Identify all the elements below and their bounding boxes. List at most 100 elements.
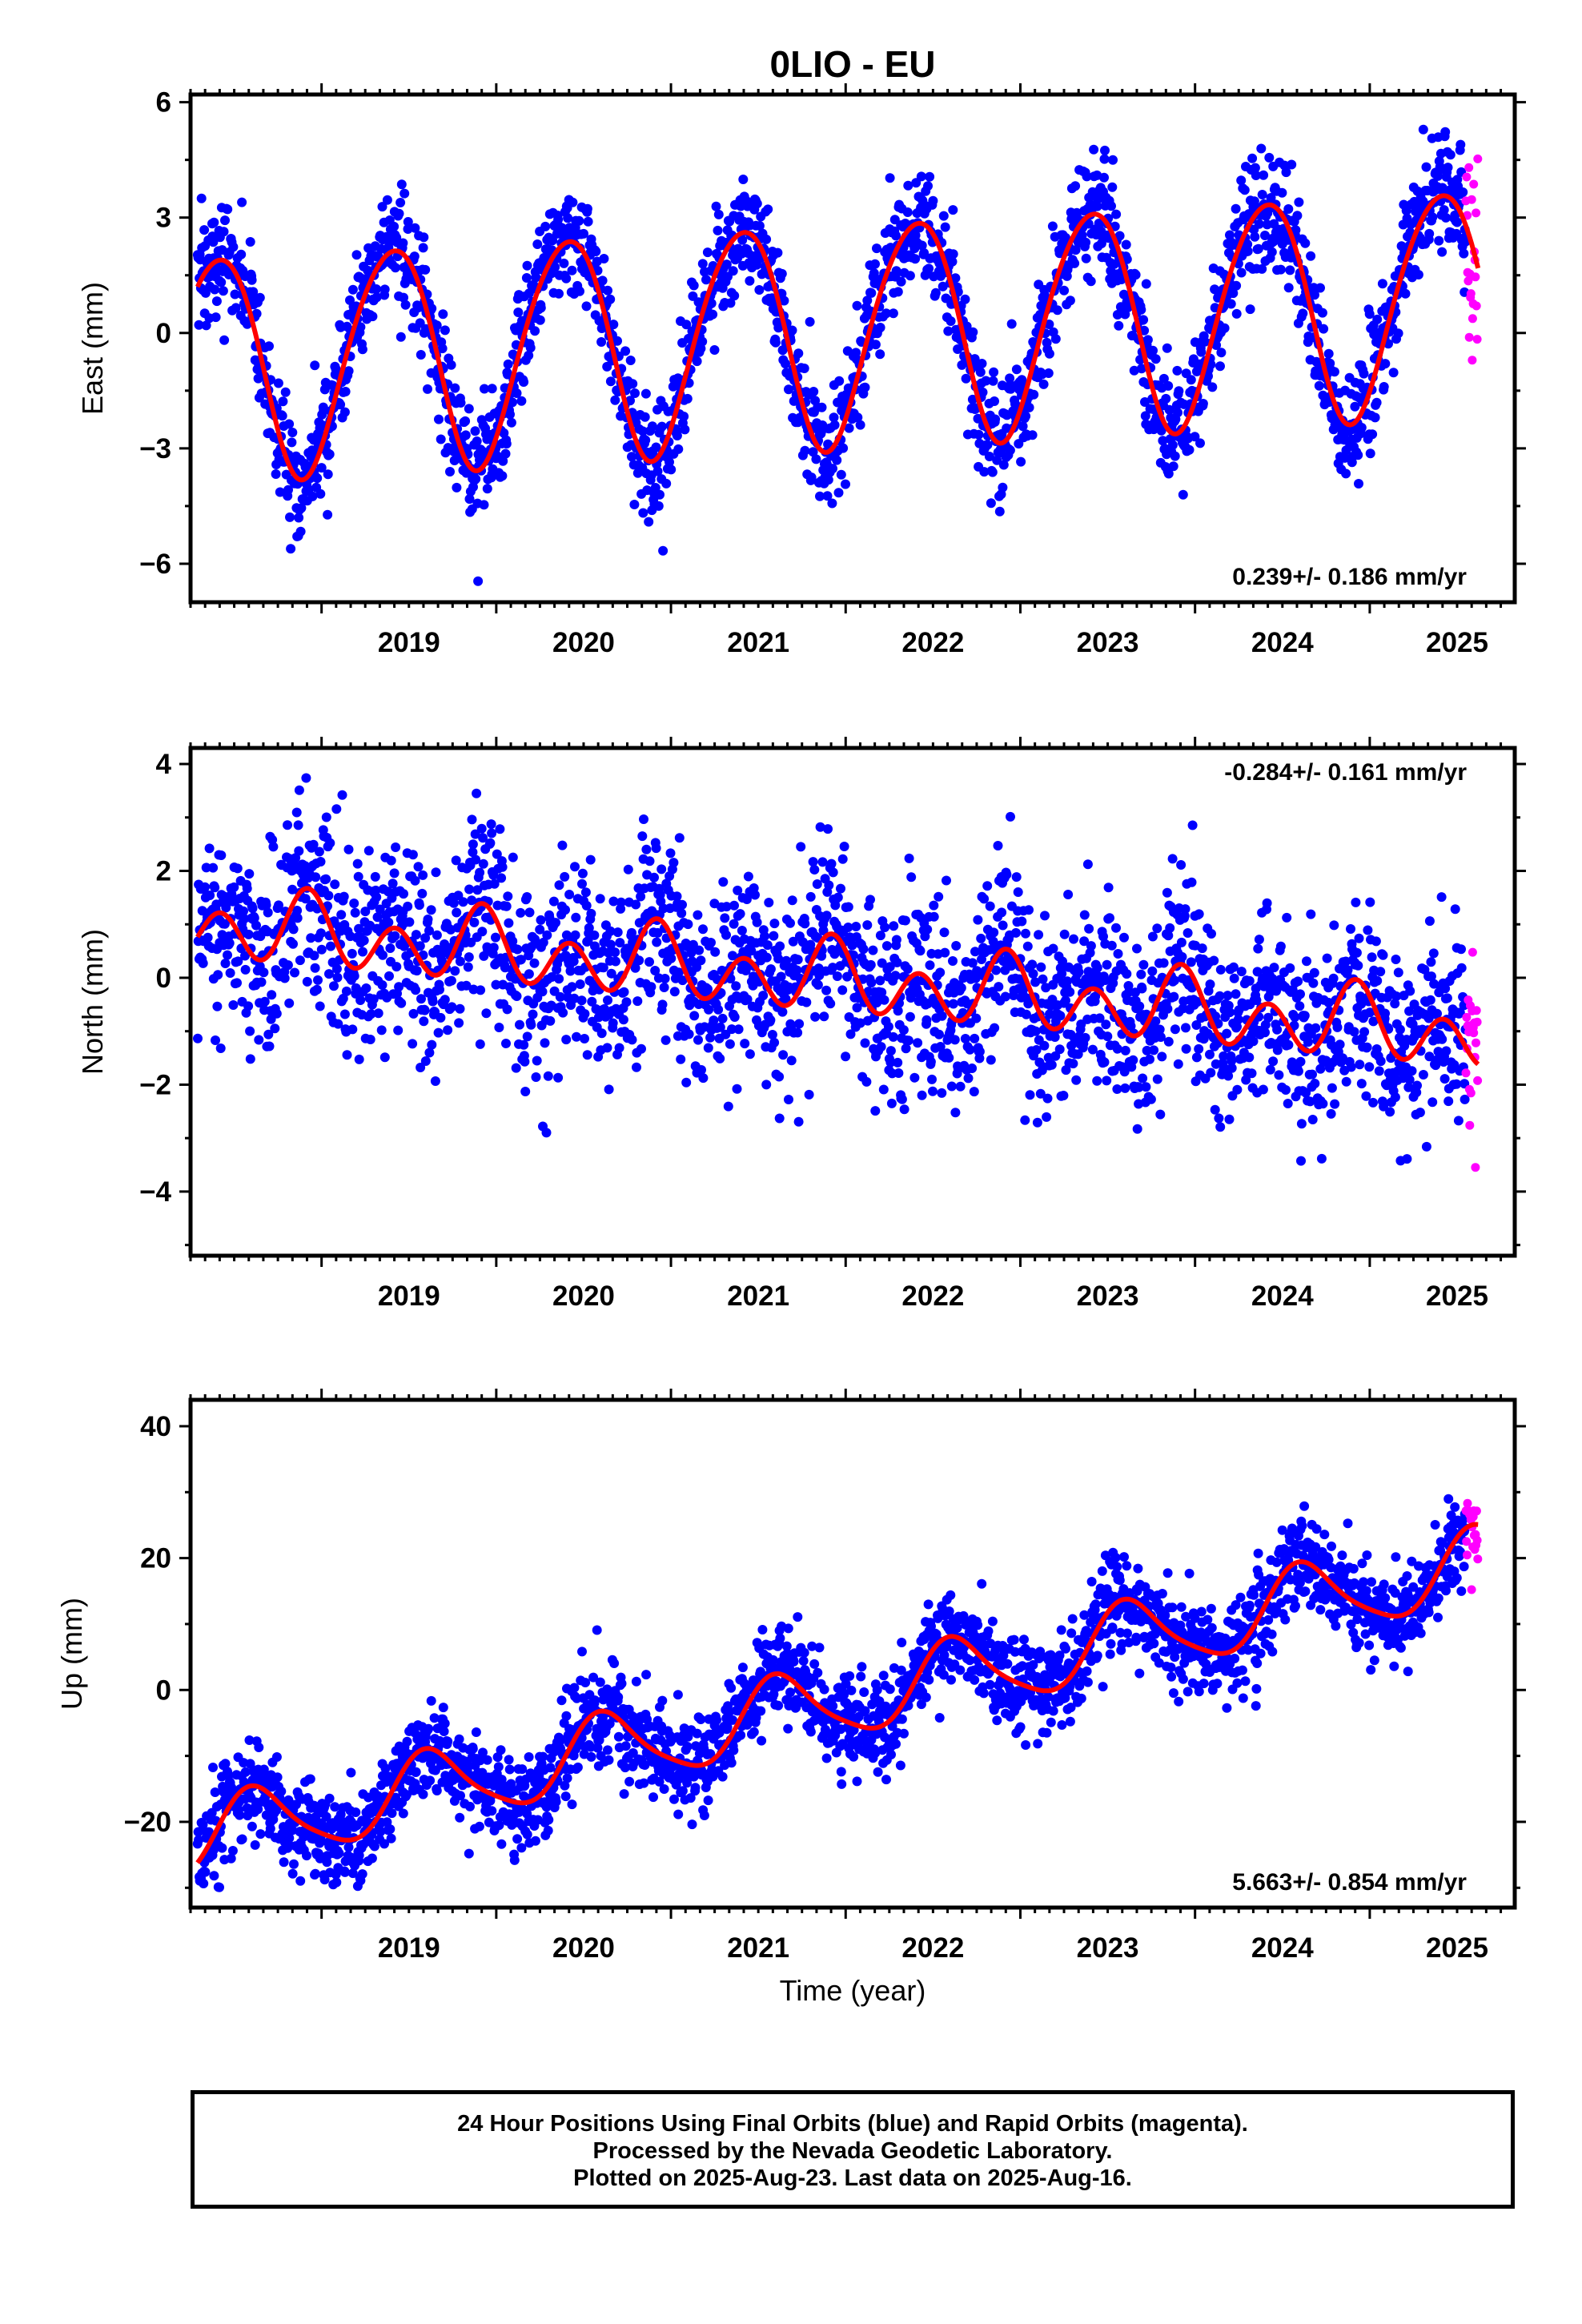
north-final-point	[455, 1003, 465, 1014]
east-final-point	[713, 225, 723, 235]
north-final-point	[944, 1052, 954, 1063]
north-final-point	[602, 1043, 612, 1053]
north-final-point	[656, 864, 667, 875]
north-final-point	[631, 899, 641, 910]
north-final-point	[520, 1087, 531, 1096]
north-final-point	[378, 950, 387, 960]
east-final-point	[208, 237, 219, 247]
north-final-point	[476, 823, 487, 834]
east-final-point	[501, 439, 512, 449]
east-final-point	[355, 322, 366, 332]
north-final-point	[990, 1023, 1000, 1033]
north-final-point	[1152, 923, 1162, 934]
east-final-point	[563, 213, 573, 223]
north-final-point	[1283, 1039, 1294, 1050]
east-final-point	[480, 384, 489, 394]
east-x-tick-label: 2022	[901, 627, 964, 658]
north-final-point	[524, 907, 535, 918]
north-final-point	[433, 1027, 444, 1038]
east-final-point	[599, 254, 609, 263]
east-final-point	[1434, 235, 1444, 246]
east-final-point	[910, 254, 921, 264]
east-y-tick-label: −3	[139, 433, 171, 464]
north-final-point	[571, 912, 581, 923]
north-series-final	[193, 773, 1471, 1166]
north-final-point	[946, 1081, 957, 1092]
north-final-point	[464, 952, 474, 963]
north-final-point	[339, 891, 349, 902]
north-final-point	[408, 1039, 418, 1049]
north-final-point	[733, 1024, 744, 1035]
north-final-point	[586, 908, 596, 919]
east-final-point	[805, 316, 815, 327]
north-final-point	[1296, 1156, 1306, 1166]
north-final-point	[1028, 969, 1038, 979]
north-final-point	[1329, 920, 1339, 931]
east-final-point	[902, 207, 913, 217]
north-final-point	[560, 905, 570, 915]
north-final-point	[1120, 1045, 1130, 1055]
north-final-point	[1205, 979, 1215, 990]
east-final-point	[697, 259, 708, 269]
north-final-point	[1233, 1015, 1243, 1024]
north-final-point	[1021, 928, 1030, 939]
east-final-point	[737, 235, 748, 245]
east-final-point	[1359, 368, 1369, 379]
north-final-point	[325, 838, 335, 848]
east-final-point	[1298, 308, 1308, 319]
north-final-point	[225, 968, 235, 978]
north-final-point	[1102, 959, 1112, 970]
east-final-point	[1239, 185, 1250, 195]
north-final-point	[793, 1027, 803, 1038]
north-final-point	[706, 938, 716, 947]
east-final-point	[891, 231, 901, 241]
east-final-point	[1424, 228, 1435, 239]
north-final-point	[737, 926, 747, 935]
north-final-point	[332, 972, 343, 983]
east-final-point	[1138, 315, 1149, 325]
north-final-point	[641, 844, 652, 854]
east-final-point	[284, 419, 295, 429]
east-final-point	[445, 467, 455, 476]
north-final-point	[472, 788, 482, 798]
north-final-point	[909, 1072, 920, 1083]
east-final-point	[605, 376, 616, 387]
north-final-point	[504, 918, 514, 928]
north-final-point	[528, 1009, 538, 1019]
north-final-point	[431, 867, 441, 878]
north-final-point	[1120, 1083, 1130, 1093]
east-final-point	[553, 215, 564, 225]
east-final-point	[738, 175, 749, 184]
panel-east: 2019 2020 2021 2022 2023 2024 2025−6−3036East …	[76, 83, 1526, 658]
east-final-point	[881, 308, 891, 319]
north-final-point	[585, 854, 596, 865]
north-final-point	[244, 869, 255, 879]
east-final-point	[1283, 283, 1294, 293]
north-final-point	[1158, 958, 1169, 968]
east-final-point	[829, 412, 839, 423]
north-final-point	[698, 924, 708, 935]
east-rapid-point	[1468, 356, 1477, 365]
north-final-point	[769, 919, 780, 929]
north-final-point	[929, 900, 939, 911]
north-final-point	[1145, 1054, 1154, 1064]
east-final-point	[978, 387, 988, 397]
north-final-point	[758, 991, 769, 1001]
north-final-point	[540, 1038, 550, 1048]
north-final-point	[596, 1028, 607, 1039]
east-plot-frame	[188, 92, 1517, 605]
north-final-point	[649, 872, 659, 883]
north-final-point	[215, 1043, 226, 1053]
east-final-point	[1365, 448, 1375, 459]
east-final-point	[1121, 239, 1131, 250]
east-final-point	[1038, 379, 1049, 389]
north-final-point	[769, 931, 779, 941]
east-final-point	[273, 378, 283, 388]
east-final-point	[1445, 150, 1456, 160]
east-final-point	[968, 327, 978, 337]
north-final-point	[1058, 1091, 1069, 1100]
north-final-point	[1310, 1079, 1320, 1088]
east-final-point	[497, 471, 508, 481]
north-final-point	[612, 927, 623, 938]
north-final-point	[494, 1023, 504, 1032]
